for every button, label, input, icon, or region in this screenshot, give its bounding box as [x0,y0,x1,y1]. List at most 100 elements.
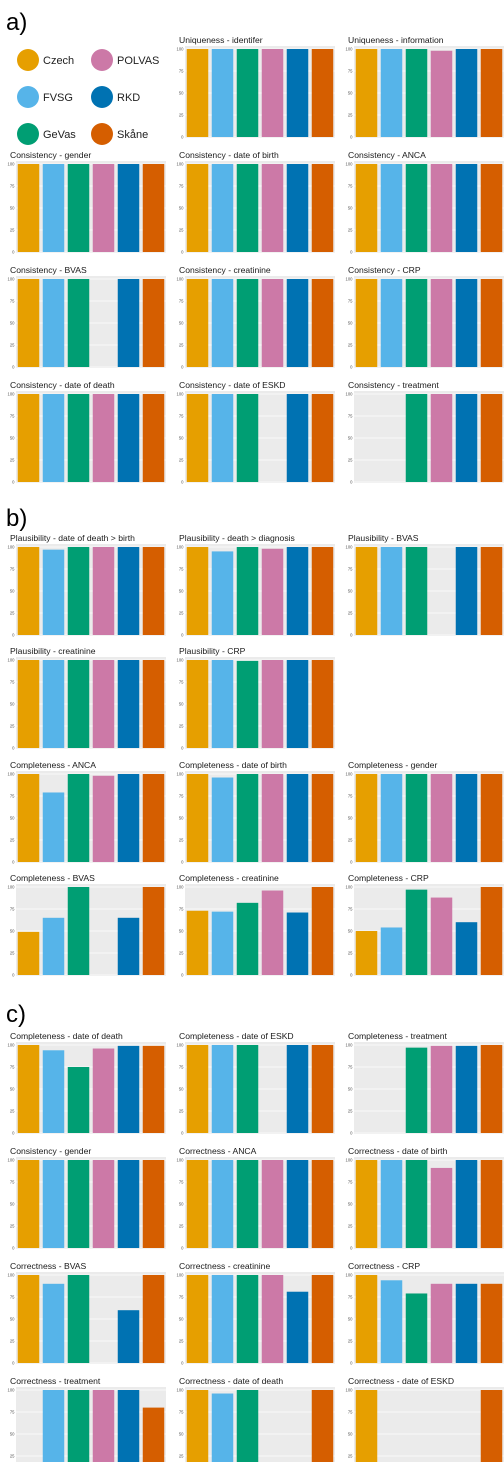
y-tick-label: 50 [10,589,15,594]
y-tick-label: 50 [179,589,184,594]
bar-sk-ne [142,660,165,748]
bar-rkd [455,49,478,137]
bar-polvas [430,1045,453,1133]
chart-title: Correctness - date of ESKD [348,1376,454,1386]
y-tick-label: 75 [10,1410,15,1415]
bar-sk-ne [480,164,503,252]
bar-gevas [405,547,428,635]
y-tick-label: 75 [10,907,15,912]
y-tick-label: 100 [346,47,354,52]
y-tick-label: 25 [348,611,353,616]
bar-gevas [405,279,428,367]
chart-title: Uniqueness - identifer [179,35,263,45]
chart-title: Consistency - treatment [348,380,439,390]
bar-rkd [286,774,309,862]
y-tick-label: 50 [348,929,353,934]
y-tick-label: 100 [177,1158,185,1163]
plot-background [16,771,166,863]
y-tick-label: 25 [10,1109,15,1114]
bar-gevas [236,1045,259,1133]
plot-background [16,391,166,483]
y-tick-label: 75 [10,184,15,189]
y-tick-label: 100 [8,392,16,397]
section-label-2: c) [6,1001,26,1028]
bar-czech [17,774,40,862]
bar-fvsg [211,49,234,137]
bar-polvas [430,1167,453,1248]
y-tick-label: 50 [348,589,353,594]
bar-fvsg [211,777,234,862]
y-tick-label: 50 [10,1202,15,1207]
bar-rkd [117,660,140,748]
bar-rkd [455,1283,478,1363]
y-tick-label: 25 [10,458,15,463]
bar-fvsg [211,1160,234,1248]
bar-fvsg [42,917,65,975]
y-tick-label: 100 [177,277,185,282]
bar-fvsg [42,1050,65,1133]
bar-polvas [430,279,453,367]
y-tick-label: 0 [181,1361,184,1366]
bar-rkd [117,279,140,367]
bar-sk-ne [142,774,165,862]
plot-background [354,771,504,863]
bar-gevas [405,889,428,975]
y-tick-label: 25 [179,838,184,843]
y-tick-label: 50 [179,816,184,821]
chart-title: Correctness - creatinine [179,1261,270,1271]
y-tick-label: 0 [12,1361,15,1366]
plot-background [16,1042,166,1134]
y-tick-label: 25 [348,1109,353,1114]
chart-title: Consistency - gender [10,1146,91,1156]
y-tick-label: 0 [350,480,353,485]
bar-fvsg [211,911,234,975]
y-tick-label: 100 [346,885,354,890]
y-tick-label: 75 [348,184,353,189]
bar-fvsg [42,549,65,635]
chart-title: Correctness - BVAS [10,1261,87,1271]
chart-panel-completeness-anca: Completeness - ANCA 100 75 50 25 0 [8,760,166,865]
bar-fvsg [211,1393,234,1462]
chart-title: Consistency - CRP [348,265,421,275]
bar-rkd [286,279,309,367]
y-tick-label: 0 [12,633,15,638]
plot-background [354,1387,504,1462]
bar-polvas [430,164,453,252]
bar-sk-ne [480,1390,503,1462]
chart-panel-consistency-anca: Consistency - ANCA 100 75 50 25 0 [346,150,504,255]
bar-sk-ne [480,774,503,862]
y-tick-label: 25 [10,1339,15,1344]
y-tick-label: 75 [179,1180,184,1185]
bar-fvsg [42,394,65,482]
bar-sk-ne [311,547,334,635]
bar-czech [186,660,209,748]
bar-czech [186,1045,209,1133]
chart-title: Completeness - date of birth [179,760,287,770]
y-tick-label: 50 [179,321,184,326]
y-tick-label: 75 [179,567,184,572]
y-tick-label: 50 [179,1202,184,1207]
bar-polvas [92,394,115,482]
y-tick-label: 100 [346,1388,354,1393]
y-tick-label: 0 [181,746,184,751]
y-tick-label: 50 [348,1202,353,1207]
y-tick-label: 75 [10,794,15,799]
y-tick-label: 0 [181,365,184,370]
bar-rkd [117,164,140,252]
chart-panel-completeness-gender: Completeness - gender 100 75 50 25 0 [346,760,504,865]
bar-rkd [286,1045,309,1133]
bar-polvas [261,49,284,137]
bar-gevas [236,774,259,862]
plot-background [185,657,335,749]
chart-panel-consistency-date-of-birth: Consistency - date of birth 100 75 50 25 0 [177,150,335,255]
bar-sk-ne [480,1283,503,1363]
bar-gevas [67,394,90,482]
bar-sk-ne [480,279,503,367]
y-tick-label: 0 [12,480,15,485]
plot-background [16,276,166,368]
y-tick-label: 25 [348,458,353,463]
plot-background [185,46,335,138]
y-tick-label: 50 [10,1087,15,1092]
bar-fvsg [380,547,403,635]
bar-fvsg [42,1160,65,1248]
